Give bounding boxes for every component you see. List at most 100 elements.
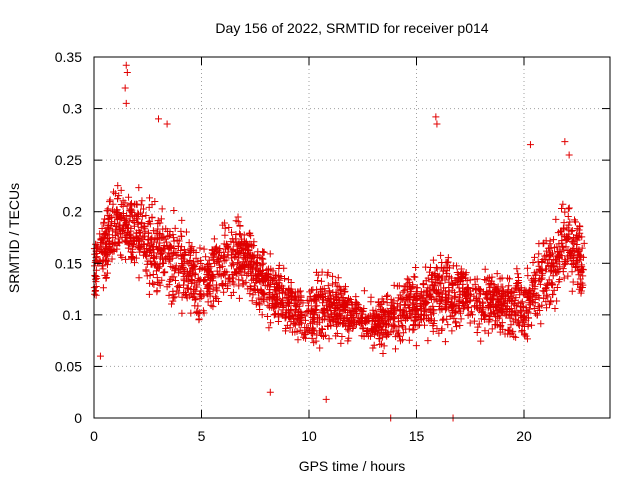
data-point <box>319 307 327 315</box>
data-point <box>493 270 501 278</box>
data-point <box>98 234 106 242</box>
data-point <box>156 230 164 238</box>
data-point <box>532 271 540 279</box>
data-point <box>435 302 443 310</box>
data-point <box>282 324 290 332</box>
data-point <box>208 271 216 279</box>
data-point <box>99 284 107 292</box>
data-point <box>433 265 441 273</box>
data-point <box>147 235 155 243</box>
data-point <box>462 269 470 277</box>
data-point <box>382 292 390 300</box>
x-tick-label: 20 <box>516 428 532 444</box>
data-point <box>154 278 162 286</box>
data-point <box>281 275 289 283</box>
data-point <box>571 218 579 226</box>
data-point <box>360 305 368 313</box>
data-point <box>224 242 232 250</box>
y-tick-label: 0.3 <box>63 101 83 117</box>
data-point <box>429 256 437 264</box>
data-point <box>436 297 444 305</box>
data-point <box>340 302 348 310</box>
data-point <box>392 333 400 341</box>
data-point <box>523 335 531 343</box>
data-point <box>253 264 261 272</box>
data-point <box>233 265 241 273</box>
data-point <box>577 289 585 297</box>
data-point <box>411 273 419 281</box>
data-point <box>438 274 446 282</box>
tick-labels: 0 0.05 0.1 0.15 0.2 0.25 0.3 0.35 0 5 10 15 20 <box>55 49 532 444</box>
data-point <box>314 277 322 285</box>
data-point <box>107 247 115 255</box>
data-point <box>97 243 105 251</box>
data-point <box>113 214 121 222</box>
grid-lines <box>94 57 610 418</box>
data-point <box>576 252 584 260</box>
data-point <box>238 263 246 271</box>
data-point <box>205 287 213 295</box>
data-point <box>146 248 154 256</box>
data-point <box>260 297 268 305</box>
data-point <box>507 297 515 305</box>
data-point <box>360 287 368 295</box>
data-point <box>547 268 555 276</box>
data-point <box>220 288 228 296</box>
data-point <box>376 301 384 309</box>
x-tick-label: 10 <box>301 428 317 444</box>
data-point <box>537 265 545 273</box>
data-point <box>104 225 112 233</box>
data-point <box>162 238 170 246</box>
data-point <box>448 286 456 294</box>
data-point <box>515 322 523 330</box>
data-point <box>226 277 234 285</box>
data-point <box>191 270 199 278</box>
data-point <box>104 207 112 215</box>
data-point <box>152 252 160 260</box>
data-point <box>248 276 256 284</box>
data-point <box>561 138 569 146</box>
data-point <box>439 316 447 324</box>
data-point <box>112 209 120 217</box>
data-point <box>561 208 569 216</box>
data-point <box>485 274 493 282</box>
data-point <box>473 297 481 305</box>
data-point <box>488 295 496 303</box>
data-point <box>267 273 275 281</box>
y-tick-label: 0.1 <box>63 307 83 323</box>
data-point <box>363 330 371 338</box>
data-point <box>520 291 528 299</box>
data-point <box>273 283 281 291</box>
data-point <box>504 330 512 338</box>
data-point <box>238 262 246 270</box>
data-point <box>278 299 286 307</box>
data-point <box>536 306 544 314</box>
data-point <box>91 258 99 266</box>
data-point <box>519 318 527 326</box>
data-point <box>192 254 200 262</box>
data-point <box>229 288 237 296</box>
data-point <box>576 266 584 274</box>
data-point <box>548 267 556 275</box>
data-point <box>538 301 546 309</box>
data-point <box>316 344 324 352</box>
data-point <box>256 305 264 313</box>
data-point <box>146 247 154 255</box>
data-point <box>555 278 563 286</box>
data-point <box>130 259 138 267</box>
data-points <box>90 61 588 422</box>
data-point <box>413 284 421 292</box>
data-point <box>171 224 179 232</box>
data-point <box>424 286 432 294</box>
data-point <box>158 249 166 257</box>
data-point <box>128 211 136 219</box>
data-point <box>260 289 268 297</box>
data-point <box>111 219 119 227</box>
data-point <box>335 310 343 318</box>
data-point <box>331 302 339 310</box>
data-point <box>371 316 379 324</box>
data-point <box>130 240 138 248</box>
data-point <box>526 141 534 149</box>
data-point <box>446 312 454 320</box>
data-point <box>198 293 206 301</box>
